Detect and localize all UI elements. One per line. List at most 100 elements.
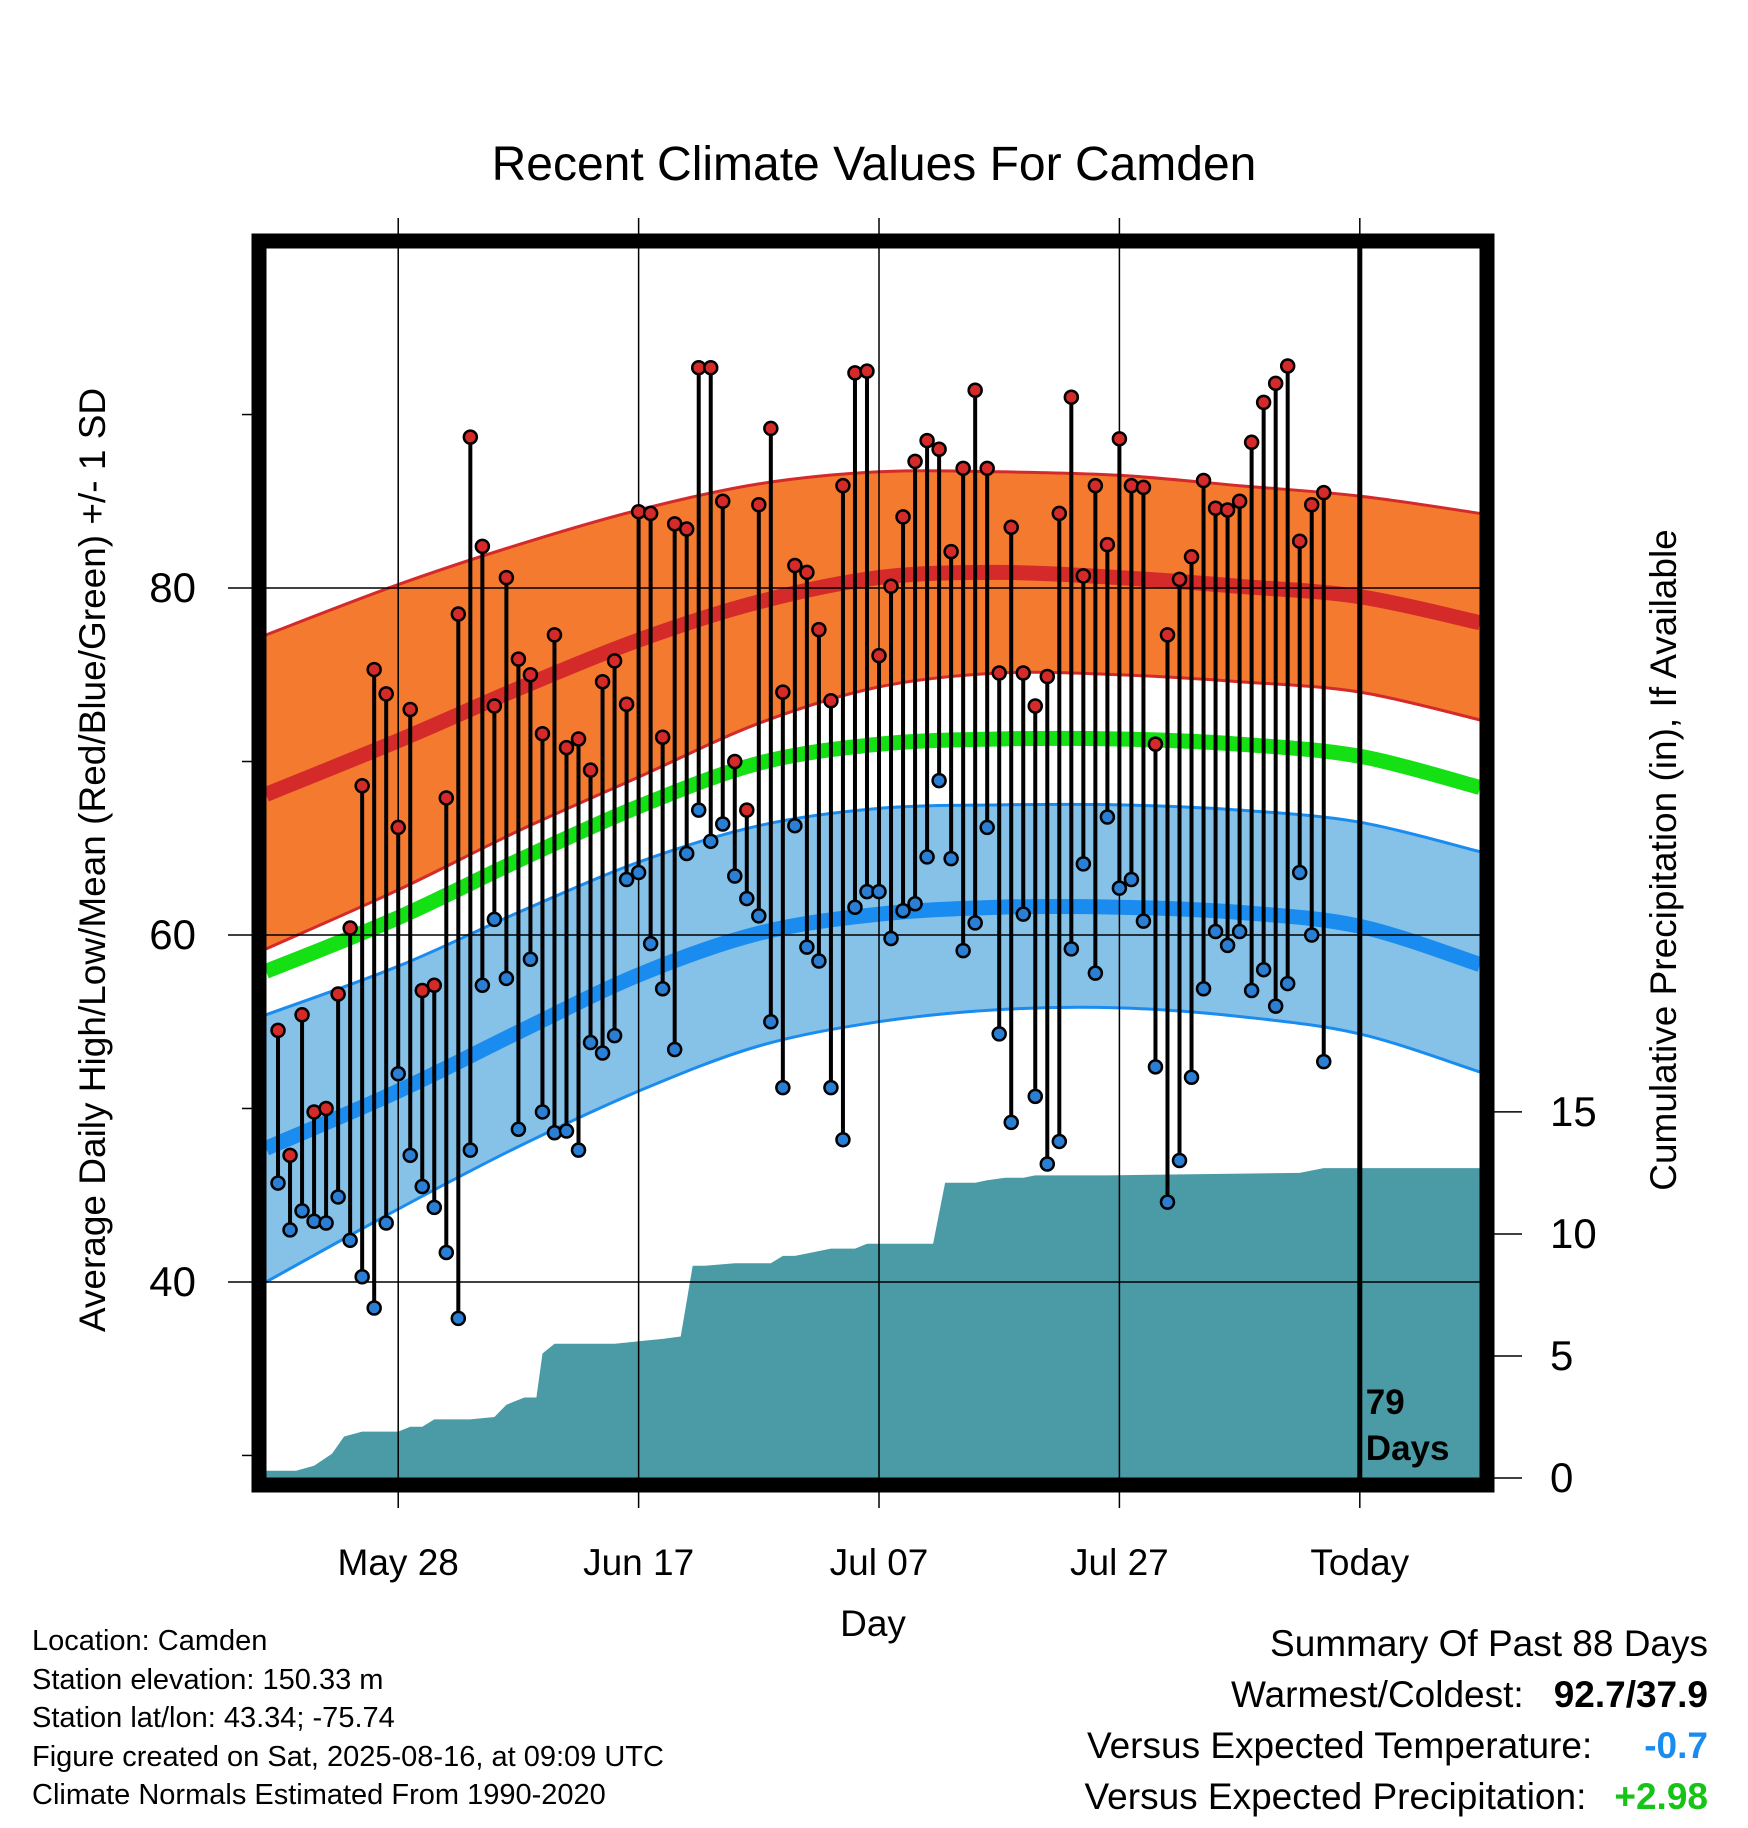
normals-text: Climate Normals Estimated From 1990-2020 bbox=[32, 1779, 606, 1811]
chart-title: Recent Climate Values For Camden bbox=[492, 138, 1257, 191]
daily-low-point bbox=[1171, 1152, 1188, 1169]
daily-low-point bbox=[1183, 1069, 1200, 1086]
daily-low-point bbox=[486, 911, 503, 928]
daily-high-point bbox=[366, 661, 382, 678]
daily-high-point bbox=[1183, 549, 1200, 565]
high-sd-band bbox=[266, 470, 1480, 949]
daily-low-point bbox=[618, 871, 635, 888]
daily-high-point bbox=[919, 432, 935, 449]
daily-low-point bbox=[847, 899, 863, 915]
daily-high-point bbox=[1279, 358, 1296, 374]
daily-low-point bbox=[1279, 975, 1296, 992]
daily-high-point bbox=[1051, 505, 1068, 522]
y-tick-label-left: 40 bbox=[149, 1258, 196, 1305]
daily-high-point bbox=[943, 543, 959, 560]
daily-high-point bbox=[1099, 536, 1116, 553]
daily-low-point bbox=[474, 977, 491, 994]
daily-high-point bbox=[642, 505, 659, 522]
daily-high-point bbox=[618, 696, 635, 713]
axes: May 28 Jun 17 Jul 07 Jul 27 Today 40 60 80 0 5 10 1… bbox=[149, 218, 1597, 1583]
today-count-label: 79 bbox=[1366, 1383, 1405, 1422]
daily-high-point bbox=[1255, 394, 1272, 411]
daily-high-point bbox=[895, 509, 911, 525]
daily-low-point bbox=[1123, 871, 1140, 888]
daily-low-point bbox=[1243, 982, 1260, 999]
daily-low-point bbox=[943, 850, 959, 867]
precip-label: Versus Expected Precipitation: bbox=[1084, 1776, 1587, 1817]
daily-high-point bbox=[498, 569, 515, 586]
y-tick-label-left: 60 bbox=[149, 911, 196, 958]
elevation-text: Station elevation: 150.33 m bbox=[32, 1663, 384, 1696]
daily-low-point bbox=[498, 970, 515, 987]
daily-low-point bbox=[690, 802, 707, 818]
x-tick-label: Jun 17 bbox=[583, 1542, 694, 1583]
daily-low-point bbox=[907, 896, 923, 912]
y-axis-label-right: Cumulative Precipitation (in), If Availa… bbox=[1643, 529, 1684, 1191]
daily-high-point bbox=[438, 790, 455, 806]
daily-low-point bbox=[1075, 856, 1092, 872]
daily-high-point bbox=[967, 382, 983, 399]
daily-high-point bbox=[1015, 665, 1031, 681]
daily-low-point bbox=[919, 849, 935, 865]
daily-low-point bbox=[739, 890, 755, 907]
daily-high-point bbox=[354, 778, 370, 794]
plot-area: 79 Days bbox=[266, 248, 1480, 1478]
temp-value: -0.7 bbox=[1644, 1725, 1708, 1766]
daily-low-point bbox=[787, 817, 803, 834]
daily-low-point bbox=[991, 1026, 1007, 1042]
daily-low-point bbox=[270, 1175, 286, 1191]
daily-high-point bbox=[678, 521, 695, 537]
daily-low-point bbox=[715, 816, 731, 832]
daily-high-point bbox=[1147, 736, 1164, 752]
daily-high-point bbox=[1075, 568, 1092, 584]
daily-high-point bbox=[775, 684, 791, 700]
low-sd-band bbox=[266, 804, 1480, 1282]
daily-high-point bbox=[1111, 431, 1128, 447]
daily-low-point bbox=[1231, 923, 1248, 940]
summary-warm-cold: Warmest/Coldest: 92.7/37.9 bbox=[1085, 1669, 1708, 1720]
daily-low-point bbox=[594, 1045, 611, 1061]
daily-high-point bbox=[739, 802, 755, 818]
daily-low-point bbox=[414, 1178, 431, 1195]
station-info: Location: Camden Station elevation: 150.… bbox=[32, 1622, 664, 1815]
daily-high-point bbox=[1195, 472, 1212, 489]
daily-high-point bbox=[859, 363, 875, 379]
daily-high-point bbox=[282, 1147, 298, 1164]
daily-high-point bbox=[835, 477, 851, 494]
daily-low-point bbox=[979, 819, 995, 836]
daily-high-point bbox=[799, 564, 815, 581]
daily-low-point bbox=[871, 883, 887, 900]
daily-high-point bbox=[751, 497, 767, 513]
today-days-label: Days bbox=[1366, 1429, 1450, 1468]
daily-low-point bbox=[1099, 809, 1116, 825]
daily-low-point bbox=[702, 833, 719, 850]
daily-low-point bbox=[811, 953, 827, 969]
daily-low-point bbox=[967, 915, 983, 931]
daily-high-point bbox=[1231, 493, 1248, 510]
daily-low-point bbox=[1087, 965, 1104, 981]
x-tick-label: Jul 07 bbox=[830, 1542, 929, 1583]
daily-high-point bbox=[1291, 533, 1308, 549]
daily-high-point bbox=[907, 453, 923, 470]
daily-high-point bbox=[955, 460, 971, 477]
daily-low-point bbox=[727, 868, 743, 884]
daily-low-point bbox=[654, 981, 671, 997]
daily-low-point bbox=[1219, 937, 1236, 954]
x-tick-label: Today bbox=[1310, 1542, 1409, 1583]
daily-low-point bbox=[678, 845, 695, 862]
daily-low-point bbox=[1207, 923, 1224, 940]
daily-high-point bbox=[1267, 375, 1284, 392]
summary-precip: Versus Expected Precipitation: +2.98 bbox=[1085, 1771, 1708, 1822]
y-tick-label-right: 0 bbox=[1550, 1454, 1573, 1501]
daily-low-point bbox=[1303, 927, 1320, 943]
daily-high-point bbox=[883, 578, 899, 595]
daily-high-point bbox=[558, 739, 575, 756]
x-tick-label: Jul 27 bbox=[1070, 1542, 1169, 1583]
daily-low-point bbox=[1267, 998, 1284, 1014]
summary-panel: Summary Of Past 88 Days Warmest/Coldest:… bbox=[1085, 1618, 1708, 1822]
daily-high-point bbox=[1315, 484, 1332, 501]
daily-low-point bbox=[1039, 1156, 1056, 1172]
daily-low-point bbox=[354, 1269, 370, 1285]
daily-high-point bbox=[1243, 434, 1260, 451]
